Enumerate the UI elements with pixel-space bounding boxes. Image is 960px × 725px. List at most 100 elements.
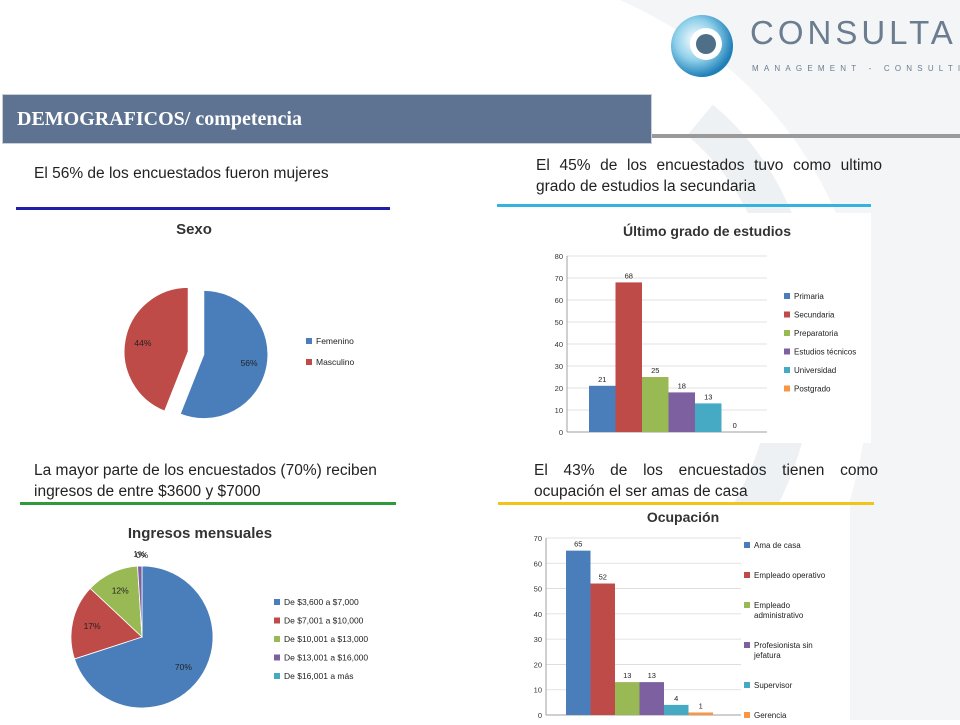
legend-swatch-0 bbox=[744, 542, 750, 548]
legend-label-0: Primaria bbox=[794, 292, 824, 301]
bar-4 bbox=[664, 704, 689, 715]
legend-label-3: De $13,001 a $16,000 bbox=[284, 653, 368, 663]
chart-estudios: Último grado de estudios 0 10 20 30 40 50 60 70 8… bbox=[555, 222, 857, 437]
pie-label-1: 17% bbox=[84, 621, 101, 631]
pie-label-3: 1% bbox=[133, 549, 146, 559]
chart-title: Sexo bbox=[176, 221, 212, 238]
banner-divider bbox=[652, 134, 960, 138]
underline-sexo bbox=[16, 207, 390, 210]
logo-name: CONSULTA bbox=[750, 14, 957, 51]
bar-value-label-5: 1 bbox=[699, 701, 703, 710]
bar-0 bbox=[589, 385, 616, 432]
legend-label-2: Empleado bbox=[754, 601, 791, 610]
bar-3 bbox=[668, 392, 695, 432]
underline-ingresos bbox=[20, 502, 396, 505]
legend-swatch-4 bbox=[274, 673, 280, 679]
y-tick-label-8: 80 bbox=[555, 252, 563, 261]
bar-5 bbox=[688, 712, 713, 715]
y-tick-label-1: 10 bbox=[555, 406, 563, 415]
legend-swatch-0 bbox=[784, 293, 790, 299]
y-tick-label-4: 40 bbox=[555, 340, 563, 349]
legend-label-1: Secundaria bbox=[794, 311, 835, 320]
legend-label-4: Universidad bbox=[794, 366, 836, 375]
legend-swatch-1 bbox=[784, 311, 790, 318]
underline-estudios bbox=[497, 204, 871, 207]
legend-label-5: Gerencia bbox=[754, 711, 787, 720]
legend-label-2: De $10,001 a $13,000 bbox=[284, 634, 368, 644]
bar-value-label-3: 18 bbox=[678, 381, 686, 390]
legend-label-0: Femenino bbox=[316, 336, 354, 346]
bar-value-label-4: 13 bbox=[704, 392, 712, 401]
bar-value-label-3: 13 bbox=[648, 671, 656, 680]
pie-slice-0 bbox=[179, 290, 269, 419]
bar-value-label-1: 68 bbox=[625, 271, 633, 280]
legend-swatch-0 bbox=[306, 338, 312, 344]
bar-4 bbox=[695, 403, 722, 432]
legend-label-5: Postgrado bbox=[794, 385, 831, 394]
logo-circle-icon bbox=[671, 15, 733, 77]
legend-swatch-1 bbox=[744, 572, 750, 578]
chart-ocupacion: Ocupación 0 10 20 30 40 50 60 70 65 52 13 13 4 1 Ama de… bbox=[534, 509, 826, 720]
y-tick-label-6: 60 bbox=[555, 296, 563, 305]
bar-value-label-2: 13 bbox=[623, 671, 631, 680]
pie-slice-1 bbox=[70, 587, 143, 660]
bar-value-label-1: 52 bbox=[599, 573, 607, 582]
y-tick-label-4: 40 bbox=[534, 610, 542, 619]
legend-label-0: Ama de casa bbox=[754, 541, 801, 550]
legend-swatch-2 bbox=[274, 636, 280, 642]
legend-swatch-3 bbox=[274, 654, 280, 661]
y-tick-label-5: 50 bbox=[534, 585, 542, 594]
legend-swatch-2 bbox=[784, 330, 790, 336]
y-tick-label-0: 0 bbox=[538, 711, 542, 720]
pie-label-0: 70% bbox=[175, 662, 192, 672]
bar-value-label-0: 65 bbox=[574, 540, 582, 549]
legend-label-3-line1: jefatura bbox=[753, 651, 781, 660]
bar-value-label-4: 4 bbox=[674, 694, 678, 703]
pie-label-4: 0% bbox=[136, 550, 149, 560]
y-tick-label-5: 50 bbox=[555, 318, 563, 327]
bar-1 bbox=[590, 583, 615, 715]
legend-swatch-1 bbox=[274, 617, 280, 624]
underline-ocupacion bbox=[498, 502, 874, 505]
y-tick-label-1: 10 bbox=[534, 686, 542, 695]
chart-title: Ingresos mensuales bbox=[128, 525, 272, 542]
bar-3 bbox=[639, 682, 664, 715]
legend-label-3: Profesionista sin bbox=[754, 641, 813, 650]
pie-label-0: 56% bbox=[241, 358, 258, 368]
chart-title: Ocupación bbox=[647, 509, 719, 525]
consulta-logo: CONSULTA MANAGEMENT - CONSULTING bbox=[668, 12, 960, 82]
legend-label-1: Empleado operativo bbox=[754, 571, 826, 580]
y-tick-label-3: 30 bbox=[555, 362, 563, 371]
y-tick-label-6: 60 bbox=[534, 559, 542, 568]
legend-label-3: Estudios técnicos bbox=[794, 348, 856, 357]
chart-sexo: Sexo 56% 44% Femenino Masculino bbox=[123, 221, 355, 419]
y-tick-label-2: 20 bbox=[555, 384, 563, 393]
caption-ocupacion: El 43% de los encuestados tienen como oc… bbox=[534, 462, 878, 500]
page-title: DEMOGRAFICOS/ competencia bbox=[17, 108, 302, 130]
bar-1 bbox=[615, 282, 642, 432]
pie-slice-1 bbox=[123, 287, 189, 412]
pie-label-2: 12% bbox=[112, 586, 129, 596]
caption-sexo: El 56% de los encuestados fueron mujeres bbox=[34, 165, 329, 182]
legend-swatch-4 bbox=[784, 367, 790, 373]
chart-title: Último grado de estudios bbox=[623, 222, 791, 239]
bar-0 bbox=[566, 550, 591, 715]
chart-ingresos: Ingresos mensuales 70% 17% 12% 1%0% De $3,600… bbox=[70, 525, 368, 709]
bar-value-label-0: 21 bbox=[598, 375, 606, 384]
pie-label-1: 44% bbox=[134, 338, 151, 348]
legend-label-4: De $16,001 a más bbox=[284, 671, 353, 681]
pie-slice-0 bbox=[73, 565, 214, 709]
legend-swatch-5 bbox=[744, 712, 750, 718]
y-tick-label-7: 70 bbox=[534, 534, 542, 543]
pie-slice-3 bbox=[137, 565, 143, 638]
y-tick-label-2: 20 bbox=[534, 660, 542, 669]
y-tick-label-0: 0 bbox=[559, 428, 563, 437]
legend-swatch-3 bbox=[784, 348, 790, 355]
legend-label-0: De $3,600 a $7,000 bbox=[284, 597, 359, 607]
legend-label-1: De $7,001 a $10,000 bbox=[284, 616, 364, 626]
section-banner: DEMOGRAFICOS/ competencia bbox=[2, 94, 652, 144]
legend-swatch-2 bbox=[744, 602, 750, 608]
y-tick-label-3: 30 bbox=[534, 635, 542, 644]
bar-2 bbox=[642, 377, 669, 432]
legend-swatch-0 bbox=[274, 599, 280, 605]
